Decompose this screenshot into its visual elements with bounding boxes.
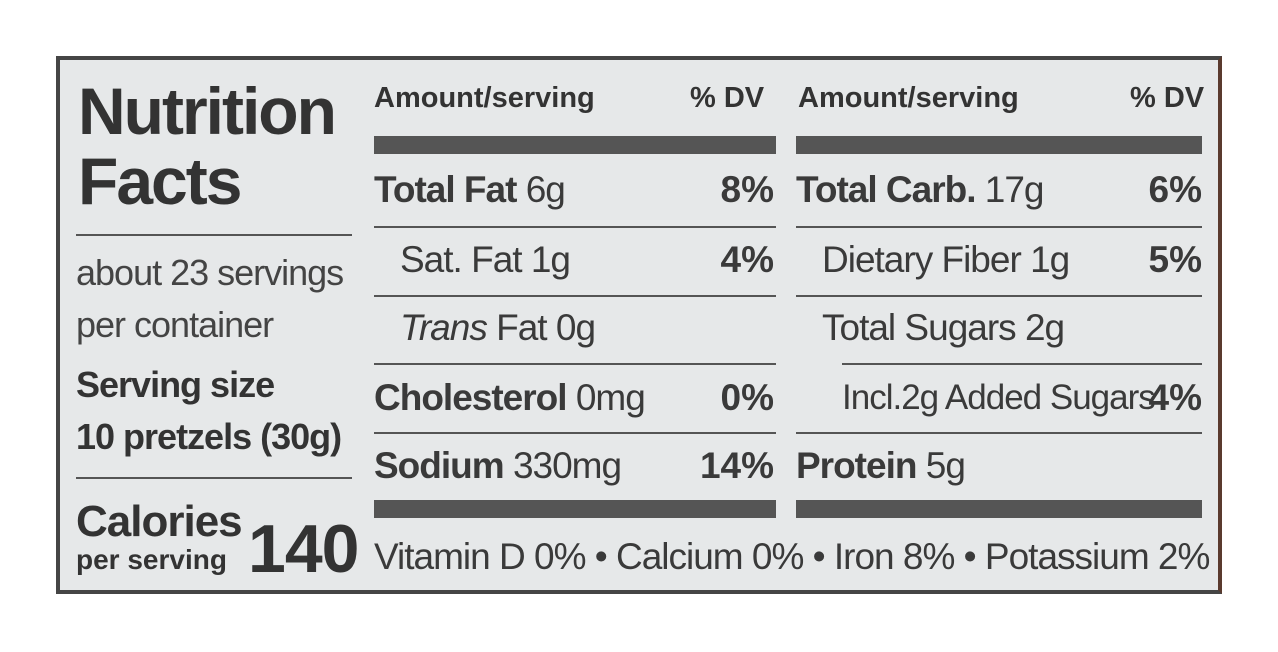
row-trans-fat: Trans Fat 0g [400,300,596,356]
dv-total-carb: 6% [1148,169,1202,210]
serving-size-value: 10 pretzels (30g) [76,416,342,457]
dv-dietary-fiber: 5% [1148,239,1202,280]
left-thick-rule [374,136,776,154]
divider [842,363,1202,365]
left-amount-header: Amount/serving [374,82,595,114]
right-amount-header: Amount/serving [798,82,1019,114]
calories-sub: per serving [76,544,227,575]
serving-size-label: Serving size [76,364,275,405]
row-cholesterol: Cholesterol 0mg [374,370,646,426]
left-dv-header: % DV [690,82,765,114]
dv-sodium: 14% [699,445,774,486]
row-sodium: Sodium 330mg [374,438,622,494]
divider [796,295,1202,297]
left-bottom-thick-rule [374,500,776,518]
nutrient-amount: 2g Added Sugars [901,378,1156,417]
right-dv-header: % DV [1130,82,1205,114]
calories-label: Calories [76,497,243,546]
dv-sat-fat: 4% [720,239,774,280]
dv-added-sugars: 4% [1148,377,1202,418]
nutrient-amount: 5g [925,445,966,486]
row-total-sugars: Total Sugars 2g [822,300,1065,356]
servings-per-container: about 23 servings per container [76,246,344,352]
divider [374,432,776,434]
nutrient-amount: 1g [1030,239,1070,280]
nutrient-name: Cholesterol [374,377,568,418]
row-protein: Protein 5g [796,438,966,494]
label-title: Nutrition Facts [78,74,337,218]
vitamins-minerals: Vitamin D 0% • Calcium 0% • Iron 8% • Po… [374,536,1210,577]
divider [796,432,1202,434]
nutrient-amount: 1g [530,239,571,280]
nutrient-amount: 2g [1024,307,1065,348]
nutrient-name: Sodium [374,445,505,486]
servings-line-1: about 23 servings [76,252,344,293]
nutrient-name: Total Fat [374,169,517,210]
nutrient-name: Total Sugars [822,307,1017,348]
title-line-1: Nutrition [78,74,337,148]
right-thick-rule [796,136,1202,154]
nutrient-name: Trans [400,307,488,348]
divider [374,295,776,297]
nutrient-amount: 0mg [575,377,646,418]
nutrient-amount: 6g [525,169,566,210]
divider [796,226,1202,228]
divider [374,363,776,365]
row-dietary-fiber: Dietary Fiber 1g [822,232,1070,288]
divider [76,477,352,479]
row-added-sugars: Incl. 2g Added Sugars [842,370,1156,426]
row-sat-fat: Sat. Fat 1g [400,232,571,288]
nutrition-label: Nutrition Facts about 23 servings per co… [56,56,1222,594]
right-bottom-thick-rule [796,500,1202,518]
nutrient-name: Dietary Fiber [822,239,1022,280]
divider [76,234,352,236]
nutrient-amount: 330mg [512,445,622,486]
dv-cholesterol: 0% [720,377,774,418]
nutrient-name: Total Carb. [796,169,976,210]
row-total-carb: Total Carb. 17g [796,162,1045,218]
nutrient-amount: 17g [984,169,1045,210]
divider [374,226,776,228]
dv-total-fat: 8% [720,169,774,210]
servings-line-2: per container [76,304,274,345]
row-total-fat: Total Fat 6g [374,162,566,218]
nutrient-name: Incl. [842,378,902,417]
serving-size: Serving size 10 pretzels (30g) [76,358,342,464]
calories-value: 140 [248,511,359,587]
nutrient-name: Sat. Fat [400,239,523,280]
nutrient-amount: Fat 0g [496,307,596,348]
nutrient-name: Protein [796,445,917,486]
title-line-2: Facts [78,144,242,218]
